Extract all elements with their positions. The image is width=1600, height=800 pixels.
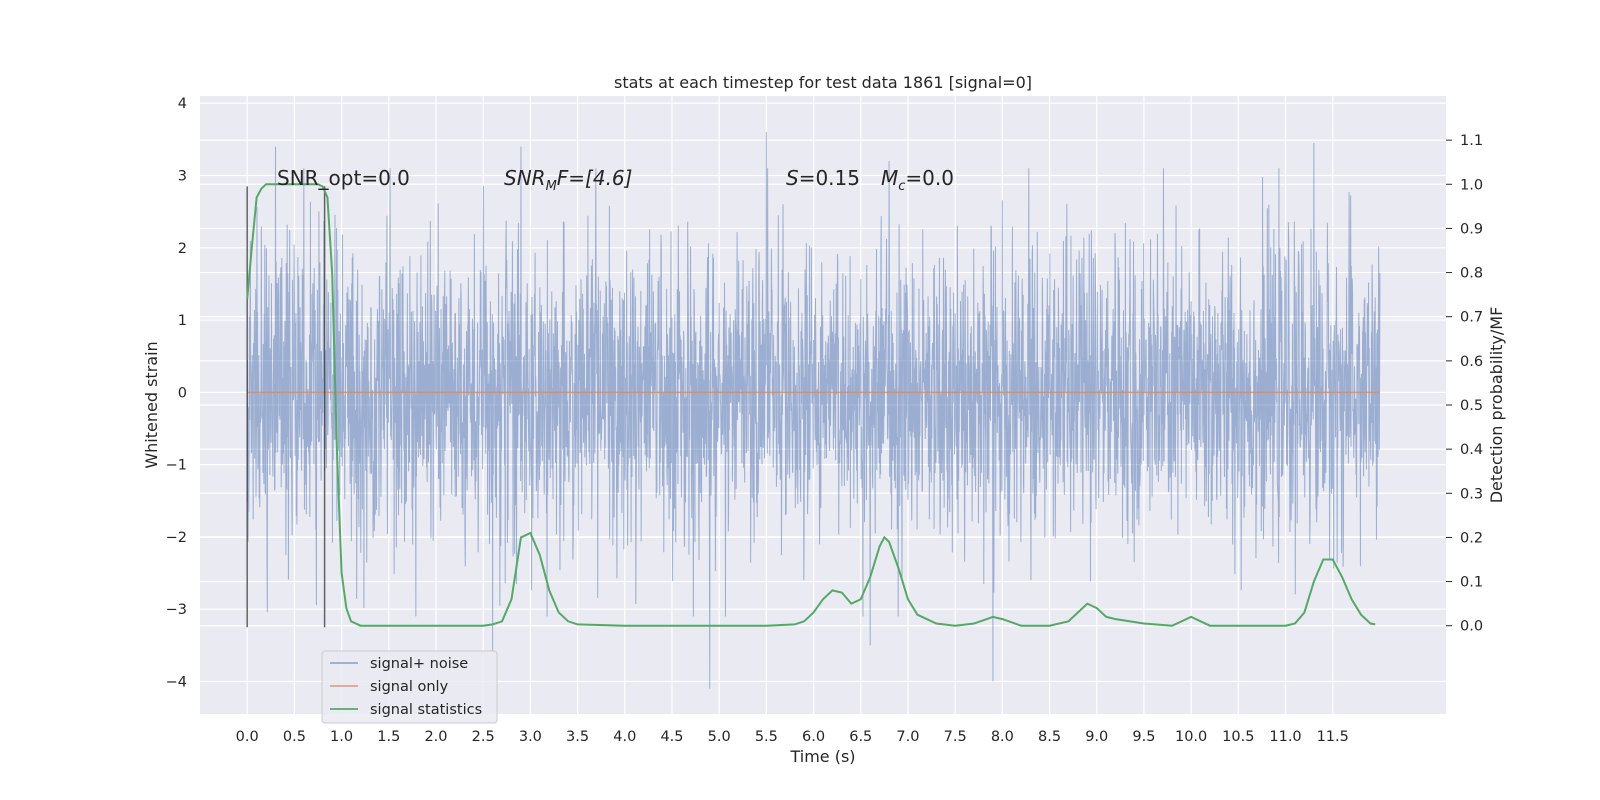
annotation-s-main: S xyxy=(786,166,799,190)
y-right-tick-label: 1.1 xyxy=(1460,133,1483,149)
y-right-tick-label: 0.8 xyxy=(1460,266,1483,282)
x-tick-label: 9.0 xyxy=(1085,729,1108,745)
y-tick-label: 4 xyxy=(178,96,187,112)
annotation-mc-sub: c xyxy=(898,179,905,194)
y-right-tick-label: 0.4 xyxy=(1460,442,1483,458)
y-right-tick-label: 0.2 xyxy=(1460,530,1483,546)
x-tick-label: 1.5 xyxy=(377,729,400,745)
x-tick-label: 2.0 xyxy=(424,729,447,745)
x-tick-label: 7.0 xyxy=(896,729,919,745)
x-tick-label: 0.0 xyxy=(236,729,259,745)
series-layer xyxy=(246,132,1381,689)
y-right-tick-label: 0.6 xyxy=(1460,354,1483,370)
y-tick-label: −3 xyxy=(166,602,187,618)
legend-label-signal-statistics: signal statistics xyxy=(370,702,482,718)
x-tick-label: 11.0 xyxy=(1269,729,1301,745)
y-axis-right-label: Detection probability/MF xyxy=(1487,307,1506,504)
annotation-snr-opt: SNR_opt=0.0 xyxy=(277,166,410,190)
annotation-s: S=0.15 xyxy=(786,166,860,190)
series-signal-statistics-line xyxy=(246,183,1376,627)
y-right-tick-label: 0.7 xyxy=(1460,310,1483,326)
y-tick-label: 3 xyxy=(178,169,187,185)
y-tick-label: −1 xyxy=(166,458,187,474)
x-tick-label: 10.0 xyxy=(1175,729,1207,745)
x-tick-label: 3.0 xyxy=(519,729,542,745)
x-tick-label: 4.5 xyxy=(660,729,683,745)
y-right-tick-label: 0.9 xyxy=(1460,221,1483,237)
annotation-snr-mf: SNRMF=[4.6] xyxy=(504,166,632,194)
x-tick-label: 3.5 xyxy=(566,729,589,745)
annotation-mc: Mc=0.0 xyxy=(881,166,954,194)
x-tick-label: 9.5 xyxy=(1132,729,1155,745)
x-tick-label: 5.5 xyxy=(755,729,778,745)
annotation-mc-main: M xyxy=(881,166,898,190)
y-axis-label: Whitened strain xyxy=(142,341,161,468)
annotation-mc-tail: =0.0 xyxy=(905,166,954,190)
legend: signal+ noise signal only signal statist… xyxy=(321,650,498,724)
y-tick-label: −4 xyxy=(166,674,187,690)
x-tick-label: 8.5 xyxy=(1038,729,1061,745)
series-signal-noise-line xyxy=(246,132,1381,689)
annotation-snr-mf-main: SNR xyxy=(504,166,546,190)
y-right-tick-label: 0.5 xyxy=(1460,398,1483,414)
annotations: SNR_opt=0.0 SNRMF=[4.6] S=0.15 Mc=0.0 xyxy=(277,166,954,194)
legend-box xyxy=(321,650,498,724)
y-right-tick-label: 1.0 xyxy=(1460,177,1483,193)
x-tick-label: 2.5 xyxy=(472,729,495,745)
y-right-tick-label: 0.3 xyxy=(1460,486,1483,502)
tick-labels: 0.0 0.5 1.0 1.5 2.0 2.5 3.0 3.5 4.0 4.5 5.0 5.5 6.0 6… xyxy=(166,96,1483,745)
x-tick-label: 11.5 xyxy=(1317,729,1349,745)
x-tick-label: 4.0 xyxy=(613,729,636,745)
annotation-snr-mf-sub: M xyxy=(546,179,557,194)
y-tick-label: 2 xyxy=(178,241,187,257)
y-tick-label: 0 xyxy=(178,385,187,401)
x-tick-label: 7.5 xyxy=(944,729,967,745)
x-tick-label: 6.5 xyxy=(849,729,872,745)
legend-label-signal-noise: signal+ noise xyxy=(370,656,468,672)
annotation-s-tail: =0.15 xyxy=(799,166,860,190)
y-right-tick-label: 0.0 xyxy=(1460,619,1483,635)
x-tick-label: 6.0 xyxy=(802,729,825,745)
x-tick-label: 0.5 xyxy=(283,729,306,745)
chart-title: stats at each timestep for test data 186… xyxy=(614,73,1032,92)
x-tick-label: 1.0 xyxy=(330,729,353,745)
y-right-tick-label: 0.1 xyxy=(1460,575,1483,591)
legend-label-signal-only: signal only xyxy=(370,679,449,695)
annotation-snr-mf-tail: F=[4.6] xyxy=(557,166,633,190)
x-axis-label: Time (s) xyxy=(789,747,855,766)
x-tick-label: 5.0 xyxy=(708,729,731,745)
y-tick-label: −2 xyxy=(166,530,187,546)
x-tick-label: 8.0 xyxy=(991,729,1014,745)
y-tick-label: 1 xyxy=(178,313,187,329)
x-tick-label: 10.5 xyxy=(1222,729,1254,745)
